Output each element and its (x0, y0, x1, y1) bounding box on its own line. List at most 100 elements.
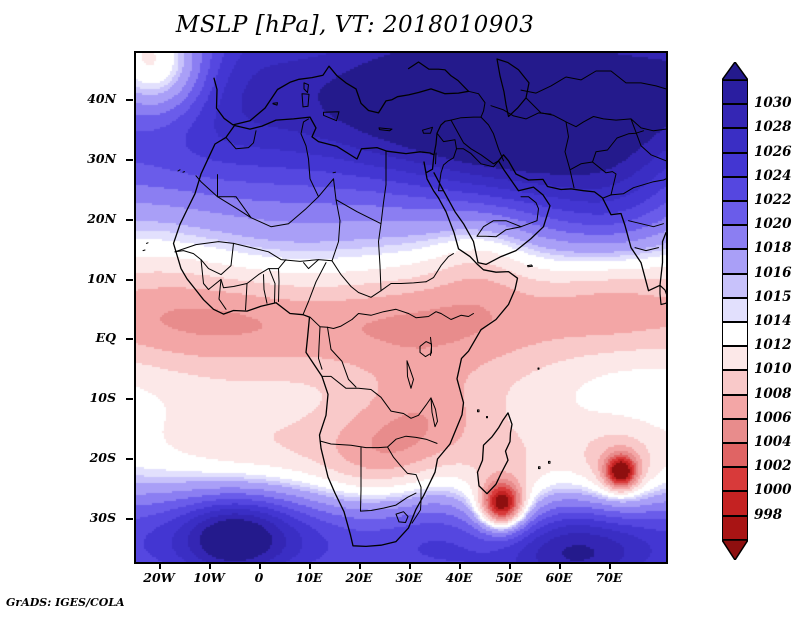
coastline-path (142, 249, 146, 252)
page-title: MSLP [hPa], VT: 2018010903 (175, 12, 535, 38)
colorbar-tick-label-1026: 1026 (754, 143, 792, 160)
colorbar-swatch (722, 443, 748, 468)
x-tick-mark (459, 562, 461, 569)
y-tick-mark (126, 518, 133, 521)
colorbar-swatch (722, 128, 748, 153)
colorbar-arrow-top-icon (720, 60, 750, 81)
colorbar-swatch (722, 515, 748, 540)
x-tick-label-10w: 10W (193, 570, 225, 585)
x-tick-mark (409, 562, 411, 569)
x-tick-label-10e: 10E (295, 570, 323, 585)
coastline-path (351, 308, 409, 320)
y-tick-mark (126, 398, 133, 401)
coastline-path (480, 116, 504, 162)
coastline-path (634, 247, 659, 252)
coastline-path (433, 154, 666, 292)
coastline-path (476, 196, 539, 238)
y-tick-mark (126, 98, 133, 101)
x-tick-label-0: 0 (254, 570, 264, 585)
coastline-path (435, 152, 437, 165)
coastline-path (378, 127, 393, 132)
coastline-path (213, 65, 470, 126)
x-tick-label-20w: 20W (143, 570, 175, 585)
coastline-path (360, 447, 362, 512)
colorbar-tick-label-1028: 1028 (754, 119, 792, 136)
coastline-path (318, 326, 323, 370)
coastline-overlay (142, 58, 666, 548)
coastline-path (200, 259, 287, 290)
x-tick-label-40e: 40E (445, 570, 473, 585)
coastline-path (430, 397, 438, 428)
coastline-path (476, 220, 522, 237)
colorbar-tick-label-1024: 1024 (754, 167, 792, 184)
coastline-path (630, 118, 666, 162)
y-tick-mark (126, 278, 133, 281)
colorbar-tick-label-1030: 1030 (754, 95, 792, 112)
colorbar-tick-label-1004: 1004 (754, 434, 792, 450)
coastline-path (331, 260, 427, 298)
coastline-path (245, 283, 248, 311)
colorbar-swatch (722, 297, 748, 322)
coastline-path (174, 242, 234, 276)
coastline-path (537, 367, 540, 370)
coastline-path (520, 70, 666, 94)
colorbar-swatch (722, 80, 748, 105)
colorbar-arrow-bottom-icon (720, 539, 750, 562)
colorbar-swatch (722, 467, 748, 492)
colorbar-swatch (722, 176, 748, 201)
coastline-path (263, 274, 268, 304)
colorbar-swatch (722, 346, 748, 371)
colorbar-swatch (722, 394, 748, 419)
coastline-path (335, 199, 382, 225)
coastline-path (177, 169, 181, 172)
colorbar-tick-label-1015: 1015 (754, 288, 792, 305)
x-tick-label-20e: 20E (345, 570, 373, 585)
y-tick-label-20n: 20N (87, 210, 116, 226)
coastline-path (217, 174, 252, 219)
coastline-path (268, 268, 276, 303)
coastline-path (407, 61, 470, 92)
colorbar-swatch (722, 104, 748, 129)
coastline-path (592, 130, 644, 163)
colorbar-swatch (722, 322, 748, 347)
x-tick-mark (509, 562, 511, 569)
coastline-path (332, 171, 336, 174)
coastline-path (408, 311, 442, 319)
y-tick-mark (126, 158, 133, 161)
y-tick-mark (126, 458, 133, 461)
y-tick-mark (126, 338, 133, 341)
x-tick-mark (259, 562, 261, 569)
y-tick-label-40n: 40N (87, 90, 116, 106)
coastline-path (278, 268, 280, 302)
colorbar-swatch (722, 152, 748, 177)
x-tick-label-30e: 30E (395, 570, 423, 585)
colorbar-swatch (722, 273, 748, 298)
colorbar-swatch (722, 249, 748, 274)
colorbar-tick-label-1008: 1008 (754, 385, 792, 402)
coastline-path (378, 161, 387, 292)
x-tick-mark (609, 562, 611, 569)
coastline-path (538, 466, 541, 470)
coastline-path (569, 161, 617, 199)
coastline-path (406, 360, 414, 389)
coastline-path (303, 82, 309, 93)
x-tick-label-70e: 70E (595, 570, 623, 585)
coastline-path (440, 313, 474, 320)
coastline-path (527, 264, 533, 268)
credit-text: GrADS: IGES/COLA (6, 596, 125, 609)
colorbar-tick-label-1012: 1012 (754, 337, 792, 354)
coastline-path (490, 105, 552, 120)
coastline-path (387, 446, 422, 524)
coastline-path (433, 120, 446, 156)
coastline-path (300, 118, 319, 198)
map-plot-area (134, 51, 668, 564)
colorbar-swatch (722, 201, 748, 226)
x-tick-mark (559, 562, 561, 569)
coastline-path (444, 90, 486, 122)
colorbar-swatch (722, 418, 748, 443)
colorbar-tick-label-1002: 1002 (754, 458, 792, 475)
coastline-path (301, 93, 310, 108)
colorbar-tick-label-1000: 1000 (754, 482, 792, 499)
colorbar-swatch (722, 491, 748, 516)
y-tick-label-30s: 30S (89, 510, 116, 526)
